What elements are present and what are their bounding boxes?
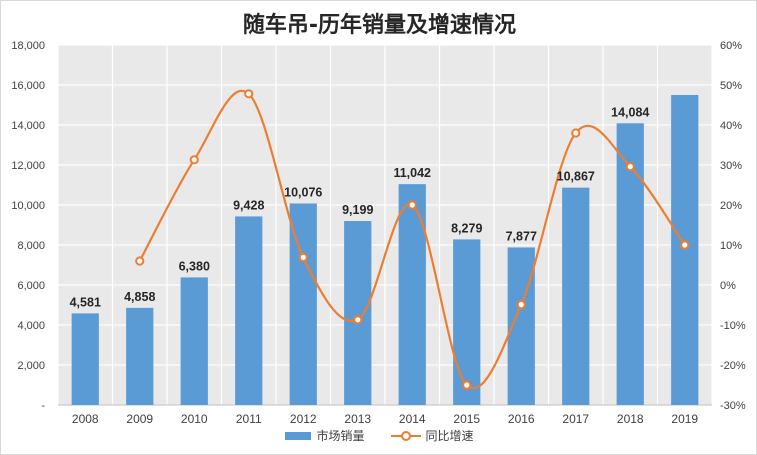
legend-item-sales: 市场销量	[285, 427, 365, 444]
bar	[235, 216, 263, 405]
y2-tick-label: -10%	[720, 320, 746, 332]
x-tick-label: 2012	[290, 412, 317, 426]
x-tick-label: 2016	[508, 412, 535, 426]
y2-tick-label: 40%	[720, 120, 742, 132]
chart-title: 随车吊-历年销量及增速情况	[242, 13, 517, 38]
legend-item-growth: 同比增速	[390, 427, 474, 444]
y2-tick-label: -20%	[720, 360, 746, 372]
y2-tick-label: 50%	[720, 80, 742, 92]
y2-tick-label: 30%	[720, 160, 742, 172]
growth-point	[353, 315, 363, 325]
y2-tick-label: -30%	[720, 400, 746, 412]
bar	[126, 307, 154, 405]
bar	[562, 187, 590, 405]
x-tick-label: 2013	[344, 412, 371, 426]
x-tick-label: 2009	[126, 412, 153, 426]
x-tick-label: 2014	[399, 412, 426, 426]
bar	[453, 239, 481, 405]
y-tick-label: 16,000	[11, 80, 45, 92]
bar	[671, 95, 699, 405]
growth-point	[189, 155, 199, 165]
bar-data-label: 4,581	[70, 295, 101, 309]
bar-data-label: 9,428	[233, 198, 264, 212]
bar	[71, 313, 99, 405]
y-tick-label: -	[41, 400, 45, 412]
growth-point	[571, 128, 581, 138]
y-tick-label: 8,000	[17, 240, 45, 252]
x-tick-label: 2010	[181, 412, 208, 426]
y-tick-label: 2,000	[17, 360, 45, 372]
bar	[289, 203, 317, 405]
y2-tick-label: 10%	[720, 240, 742, 252]
x-tick-label: 2008	[72, 412, 99, 426]
y-tick-label: 12,000	[11, 160, 45, 172]
x-tick-label: 2019	[671, 412, 698, 426]
x-tick-label: 2011	[236, 412, 262, 426]
growth-point	[135, 256, 145, 266]
bar-data-label: 10,867	[557, 170, 595, 184]
y-tick-label: 10,000	[11, 200, 45, 212]
x-tick-label: 2015	[453, 412, 480, 426]
bar-data-label: 6,380	[179, 259, 210, 273]
bar	[180, 277, 208, 405]
legend-label-growth: 同比增速	[425, 429, 474, 443]
y-tick-label: 4,000	[17, 320, 45, 332]
growth-point	[625, 162, 635, 172]
y2-tick-label: 0%	[720, 280, 736, 292]
bar-data-label: 8,279	[451, 221, 482, 235]
legend-swatch-sales	[285, 431, 312, 440]
y-tick-label: 18,000	[11, 40, 45, 52]
growth-point	[407, 200, 417, 210]
legend-label-sales: 市场销量	[316, 429, 365, 443]
bar-data-label: 4,858	[124, 290, 155, 304]
growth-point	[298, 252, 308, 262]
growth-point	[244, 89, 254, 99]
bar-data-label: 7,877	[506, 229, 537, 243]
legend-swatch-growth	[390, 430, 421, 441]
y-tick-label: 6,000	[17, 280, 45, 292]
bar-data-label: 9,199	[342, 203, 373, 217]
chart-legend: 市场销量 同比增速	[1, 427, 756, 444]
bar-data-label: 11,042	[393, 166, 431, 180]
y2-tick-label: 20%	[720, 200, 742, 212]
bar	[344, 221, 372, 405]
growth-point	[462, 380, 472, 390]
y2-tick-label: 60%	[720, 40, 742, 52]
bar	[398, 184, 426, 405]
growth-point	[680, 240, 690, 250]
bar-data-label: 14,084	[611, 105, 649, 119]
growth-point	[516, 300, 526, 310]
y-tick-label: 14,000	[11, 120, 45, 132]
bar-data-label: 10,076	[284, 185, 322, 199]
x-tick-label: 2017	[562, 412, 589, 426]
x-tick-label: 2018	[617, 412, 644, 426]
